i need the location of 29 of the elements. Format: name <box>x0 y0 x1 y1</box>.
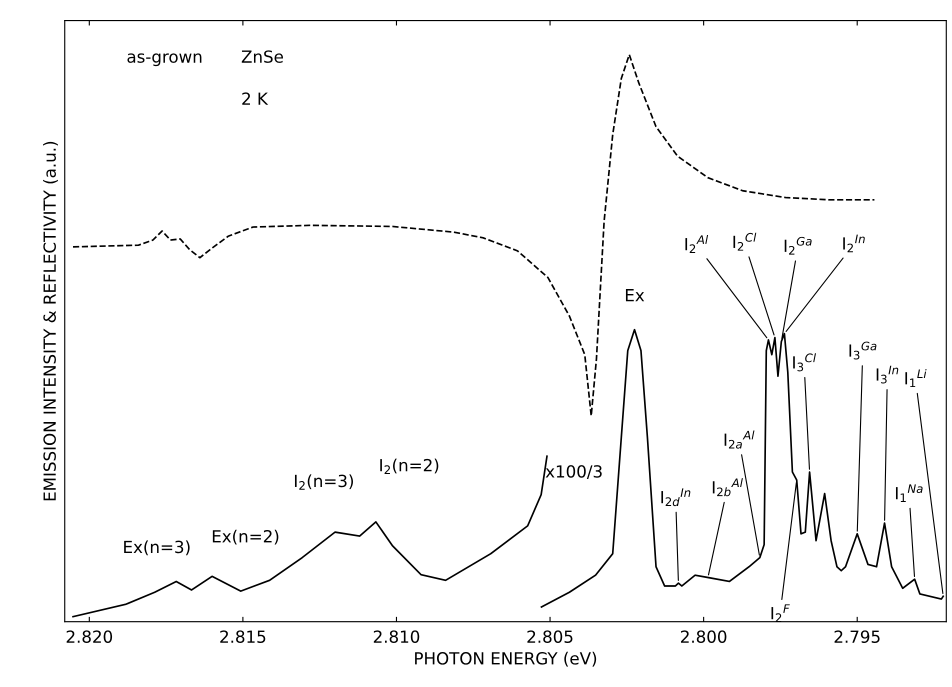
annotation: Ex(n=3) <box>124 540 190 556</box>
annotation: I$_{2d}$$^{In}$ <box>661 488 690 506</box>
annotation: I$_{3}$$^{Ga}$ <box>849 342 876 360</box>
annotation: I$_{1}$$^{Na}$ <box>896 484 923 502</box>
x-axis-title: PHOTON ENERGY (eV) <box>415 652 596 667</box>
annotation: I$_{2}$(n=2) <box>380 458 438 474</box>
annotation: I$_{2}$(n=3) <box>294 474 353 490</box>
annotation: I$_{1}$$^{Li}$ <box>905 369 927 388</box>
annotation: Ex(n=2) <box>212 530 278 545</box>
annotation: I$_{3}$$^{In}$ <box>876 366 898 384</box>
y-axis-title: EMISSION INTENSITY & REFLECTIVITY (a.u.) <box>43 142 58 500</box>
annotation: I$_{2b}$$^{Al}$ <box>712 478 743 496</box>
x-tick-label: 2.820 <box>66 630 112 643</box>
x-tick-label: 2.800 <box>680 630 726 643</box>
annotation: I$_{2a}$$^{Al}$ <box>724 430 754 449</box>
x-tick-label: 2.815 <box>220 630 266 643</box>
x-tick-label: 2.810 <box>374 630 420 643</box>
annotation: I$_{2}$$^{In}$ <box>843 234 865 252</box>
x-tick-label: 2.795 <box>834 630 880 643</box>
annotation: as-grown <box>127 53 202 66</box>
annotation: Ex <box>626 289 644 302</box>
annotation: ZnSe <box>242 50 283 63</box>
annotation: I$_{2}$$^{Cl}$ <box>733 232 756 251</box>
annotation: I$_{3}$$^{Cl}$ <box>793 353 816 372</box>
annotation: I$_{2}$$^{Al}$ <box>685 234 708 253</box>
x-tick-label: 2.805 <box>527 630 572 643</box>
annotation: 2 K <box>242 92 268 105</box>
annotation: I$_{2}$$^{Ga}$ <box>784 236 812 255</box>
annotation: x100/3 <box>546 465 602 480</box>
